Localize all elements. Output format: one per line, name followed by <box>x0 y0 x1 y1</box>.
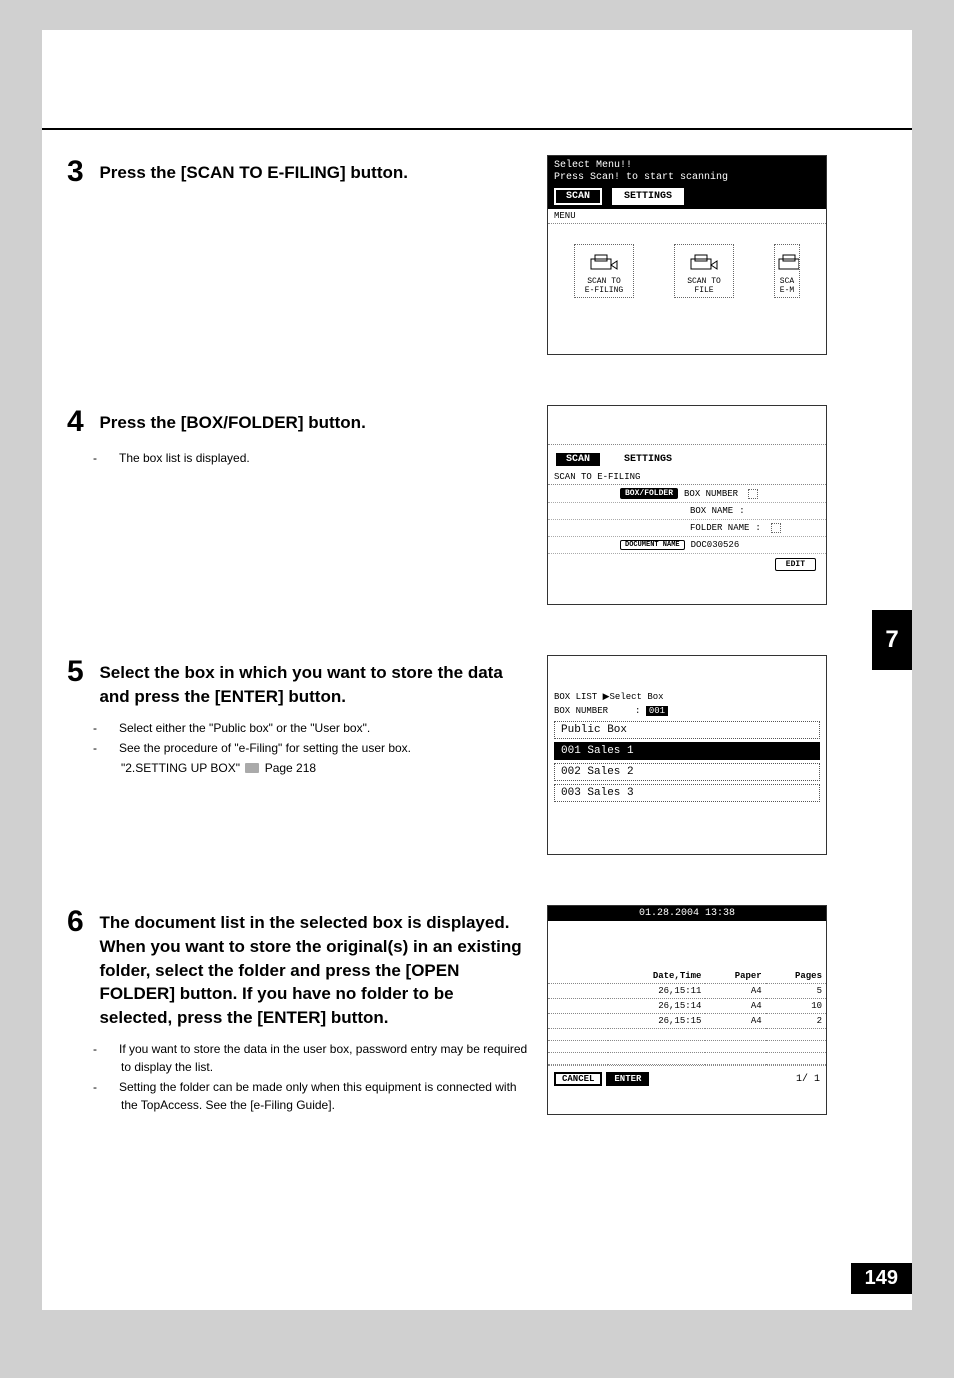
book-icon <box>245 763 259 773</box>
box-folder-button[interactable]: BOX/FOLDER <box>620 488 678 499</box>
document-name-value: DOC030526 <box>691 540 740 550</box>
header-divider <box>42 30 912 130</box>
table-column-header <box>548 969 608 984</box>
tab-scan[interactable]: SCAN <box>554 451 602 468</box>
step-note: -Select either the "Public box" or the "… <box>107 719 532 737</box>
screenshot-scan-menu: Select Menu!! Press Scan! to start scann… <box>547 155 827 355</box>
section-label: SCAN TO E-FILING <box>548 470 826 485</box>
table-row[interactable]: 26,15:11A45 <box>548 984 826 999</box>
tab-scan[interactable]: SCAN <box>554 188 602 205</box>
box-name-label: BOX NAME <box>690 506 733 516</box>
box-list-header: BOX LIST ▶Select Box <box>548 690 826 704</box>
enter-button[interactable]: ENTER <box>606 1072 649 1086</box>
step-5: 5 Select the box in which you want to st… <box>67 655 887 855</box>
table-column-header: Pages <box>766 969 826 984</box>
box-list-item[interactable]: Public Box <box>554 721 820 739</box>
step-note: -The box list is displayed. <box>107 449 532 467</box>
cancel-button[interactable]: CANCEL <box>554 1072 602 1086</box>
page-number: 149 <box>851 1263 912 1294</box>
scan-to-file-label: SCAN TO FILE <box>687 277 721 295</box>
datetime-header: 01.28.2004 13:38 <box>548 906 826 921</box>
step-3: 3 Press the [SCAN TO E-FILING] button. S… <box>67 155 887 355</box>
box-number-value: 001 <box>646 706 668 716</box>
pager-text: 1/ 1 <box>796 1074 820 1085</box>
edit-button[interactable]: EDIT <box>775 558 816 571</box>
scan-to-efiling-label: SCAN TO E-FILING <box>585 277 623 295</box>
step-4: 4 Press the [BOX/FOLDER] button. -The bo… <box>67 405 887 605</box>
box-number-label: BOX NUMBER <box>554 706 608 716</box>
cross-reference: "2.SETTING UP BOX" Page 218 <box>107 759 532 777</box>
scanner-icon <box>689 251 719 275</box>
document-name-button[interactable]: DOCUMENT NAME <box>620 540 685 550</box>
table-row <box>548 1041 826 1053</box>
menu-label: MENU <box>548 209 826 224</box>
step-title: Press the [SCAN TO E-FILING] button. <box>99 155 529 185</box>
scan-partial-label: SCA E-M <box>780 277 794 295</box>
step-number: 5 <box>67 655 95 689</box>
step-number: 6 <box>67 905 95 939</box>
scan-to-file-button[interactable]: SCAN TO FILE <box>674 244 734 298</box>
table-row <box>548 1053 826 1065</box>
document-table: Date,TimePaperPages 26,15:11A4526,15:14A… <box>548 969 826 1065</box>
table-column-header: Date,Time <box>608 969 705 984</box>
folder-name-field[interactable] <box>771 523 781 533</box>
step-title: Press the [BOX/FOLDER] button. <box>99 405 529 435</box>
screenshot-box-list: BOX LIST ▶Select Box BOX NUMBER : 001 Pu… <box>547 655 827 855</box>
step-note: -Setting the folder can be made only whe… <box>107 1078 532 1114</box>
box-list-item[interactable]: 002 Sales 2 <box>554 763 820 781</box>
step-note: -If you want to store the data in the us… <box>107 1040 532 1076</box>
screenshot-box-folder: SCAN SETTINGS SCAN TO E-FILING BOX/FOLDE… <box>547 405 827 605</box>
scan-to-efiling-button[interactable]: SCAN TO E-FILING <box>574 244 634 298</box>
box-list-item[interactable]: 003 Sales 3 <box>554 784 820 802</box>
tab-settings[interactable]: SETTINGS <box>612 188 684 205</box>
scan-partial-button[interactable]: SCA E-M <box>774 244 800 298</box>
screenshot-document-list: 01.28.2004 13:38 Date,TimePaperPages 26,… <box>547 905 827 1115</box>
step-6: 6 The document list in the selected box … <box>67 905 887 1116</box>
box-list-item[interactable]: 001 Sales 1 <box>554 742 820 760</box>
scanner-icon <box>777 251 800 275</box>
step-number: 3 <box>67 155 95 189</box>
prompt-line-2: Press Scan! to start scanning <box>554 172 820 184</box>
table-column-header: Paper <box>705 969 765 984</box>
scanner-icon <box>589 251 619 275</box>
prompt-line-1: Select Menu!! <box>554 160 820 172</box>
step-note: -See the procedure of "e-Filing" for set… <box>107 739 532 757</box>
folder-name-label: FOLDER NAME <box>690 523 749 533</box>
step-number: 4 <box>67 405 95 439</box>
step-title: The document list in the selected box is… <box>99 905 529 1030</box>
box-number-label: BOX NUMBER <box>684 489 738 499</box>
tab-settings[interactable]: SETTINGS <box>612 451 684 468</box>
step-title: Select the box in which you want to stor… <box>99 655 529 709</box>
table-row <box>548 1029 826 1041</box>
table-row[interactable]: 26,15:14A410 <box>548 999 826 1014</box>
table-row[interactable]: 26,15:15A42 <box>548 1014 826 1029</box>
box-number-field[interactable] <box>748 489 758 499</box>
